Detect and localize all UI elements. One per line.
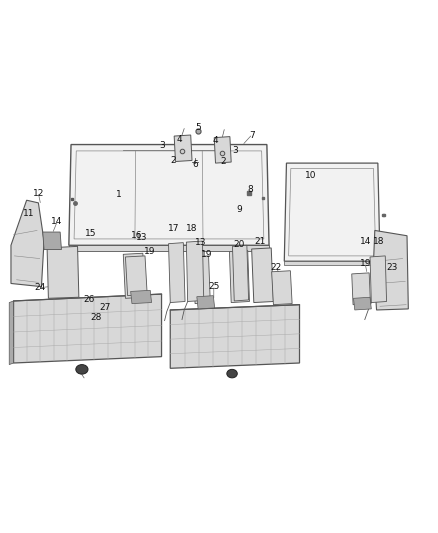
- Text: 7: 7: [249, 131, 254, 140]
- Ellipse shape: [76, 365, 88, 374]
- Polygon shape: [252, 248, 273, 303]
- Text: 4: 4: [213, 136, 218, 145]
- Text: 24: 24: [34, 283, 45, 292]
- Text: 18: 18: [186, 224, 198, 233]
- Polygon shape: [353, 297, 371, 310]
- Text: 14: 14: [51, 217, 63, 227]
- Text: 19: 19: [144, 247, 155, 256]
- Polygon shape: [125, 256, 147, 296]
- Polygon shape: [174, 135, 192, 161]
- Text: 23: 23: [386, 263, 398, 272]
- Text: 15: 15: [85, 229, 96, 238]
- Text: 12: 12: [33, 189, 44, 198]
- Polygon shape: [193, 256, 210, 304]
- Text: 6: 6: [192, 160, 198, 168]
- Text: 25: 25: [208, 282, 219, 291]
- Text: 11: 11: [23, 209, 34, 218]
- Polygon shape: [170, 305, 300, 368]
- Text: 10: 10: [305, 171, 316, 180]
- Text: 3: 3: [159, 141, 165, 150]
- Text: 5: 5: [195, 123, 201, 132]
- Polygon shape: [370, 256, 387, 303]
- Polygon shape: [197, 296, 215, 309]
- Text: 26: 26: [84, 295, 95, 304]
- Polygon shape: [47, 246, 79, 298]
- Text: 18: 18: [374, 237, 385, 246]
- Text: 13: 13: [195, 238, 206, 247]
- Text: 2: 2: [221, 157, 226, 166]
- Text: 4: 4: [177, 135, 183, 144]
- Text: 19: 19: [360, 260, 371, 268]
- Text: 27: 27: [99, 303, 111, 312]
- Polygon shape: [14, 294, 162, 363]
- Text: 21: 21: [254, 237, 266, 246]
- Polygon shape: [169, 243, 185, 303]
- Polygon shape: [11, 200, 44, 287]
- Polygon shape: [284, 163, 380, 261]
- Text: 22: 22: [271, 263, 282, 272]
- Text: 16: 16: [131, 231, 142, 240]
- Polygon shape: [352, 273, 371, 305]
- Polygon shape: [374, 230, 408, 310]
- Polygon shape: [69, 245, 269, 251]
- Polygon shape: [284, 261, 380, 265]
- Text: 14: 14: [360, 237, 372, 246]
- Polygon shape: [69, 144, 269, 245]
- Text: 3: 3: [233, 147, 238, 156]
- Text: 19: 19: [201, 251, 212, 260]
- Polygon shape: [131, 290, 152, 304]
- Text: 13: 13: [136, 233, 147, 242]
- Polygon shape: [214, 136, 231, 163]
- Text: 8: 8: [247, 185, 253, 194]
- Text: 9: 9: [236, 205, 242, 214]
- Ellipse shape: [227, 369, 237, 378]
- Text: 28: 28: [91, 313, 102, 322]
- Polygon shape: [9, 301, 14, 365]
- Polygon shape: [186, 241, 204, 302]
- Polygon shape: [272, 271, 292, 305]
- Polygon shape: [230, 251, 250, 303]
- Text: 1: 1: [116, 190, 122, 199]
- Text: 17: 17: [168, 224, 179, 233]
- Polygon shape: [233, 245, 249, 301]
- Text: 20: 20: [233, 240, 244, 249]
- Polygon shape: [123, 253, 145, 298]
- Text: 2: 2: [170, 156, 176, 165]
- Polygon shape: [43, 232, 61, 249]
